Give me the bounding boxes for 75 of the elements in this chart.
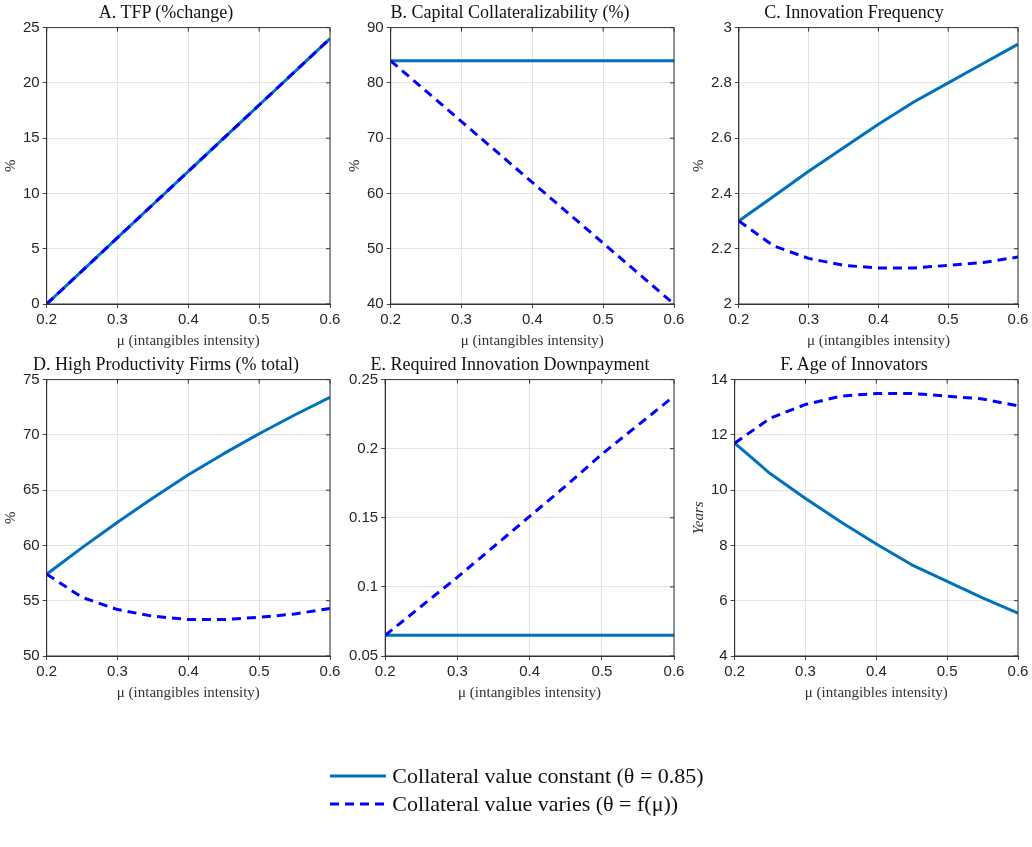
y-tick-label: 60 — [367, 183, 384, 201]
x-tick-label: 0.4 — [177, 310, 199, 328]
x-tick-label: 0.6 — [663, 662, 685, 680]
y-axis-title: % — [1, 159, 18, 173]
y-tick-label: 12 — [711, 425, 728, 443]
y-tick-label: 60 — [23, 535, 40, 553]
x-tick-label: 0.3 — [451, 310, 472, 328]
y-tick-label: 0.15 — [348, 507, 379, 525]
y-tick-label: 2.4 — [710, 183, 732, 201]
y-tick-label: 4 — [719, 646, 728, 664]
x-tick-label: 0.6 — [319, 310, 341, 328]
legend-label: Collateral value varies (θ = f(μ)) — [392, 791, 679, 817]
y-tick-label: 2.6 — [710, 128, 732, 146]
x-tick-label: 0.4 — [177, 662, 199, 680]
x-tick-label: 0.2 — [380, 310, 402, 328]
x-tick-label: 0.3 — [795, 662, 816, 680]
x-axis-title: μ (intangibles intensity) — [804, 683, 948, 701]
chart-title: F. Age of Innovators — [780, 353, 928, 374]
y-tick-label: 6 — [719, 590, 728, 608]
y-axis-title: Years — [689, 501, 706, 535]
y-tick-label: 20 — [23, 73, 40, 91]
y-tick-label: 25 — [23, 17, 40, 35]
x-axis-title: μ (intangibles intensity) — [458, 683, 602, 701]
x-tick-label: 0.3 — [798, 310, 820, 328]
x-tick-label: 0.5 — [592, 310, 614, 328]
x-tick-label: 0.5 — [248, 662, 270, 680]
y-tick-label: 10 — [23, 183, 40, 201]
chart-title: B. Capital Collateralizability (%) — [390, 1, 630, 23]
y-axis-title: % — [345, 159, 362, 173]
x-axis-title: μ (intangibles intensity) — [460, 331, 604, 349]
y-tick-label: 14 — [711, 369, 728, 387]
y-tick-label: 8 — [719, 535, 728, 553]
y-tick-label: 0.2 — [357, 438, 379, 456]
x-axis-title: μ (intangibles intensity) — [116, 683, 260, 701]
y-tick-label: 70 — [367, 128, 384, 146]
y-tick-label: 5 — [31, 238, 40, 256]
y-tick-label: 50 — [23, 646, 40, 664]
y-axis-title: % — [689, 159, 706, 173]
y-tick-label: 10 — [711, 480, 728, 498]
x-tick-label: 0.3 — [107, 662, 128, 680]
y-tick-label: 80 — [367, 73, 384, 91]
y-tick-label: 3 — [723, 17, 732, 35]
x-tick-label: 0.4 — [868, 310, 889, 328]
chart-title: C. Innovation Frequency — [764, 1, 944, 22]
x-tick-label: 0.4 — [865, 662, 887, 680]
y-tick-label: 55 — [23, 590, 40, 608]
x-tick-label: 0.5 — [936, 662, 958, 680]
x-tick-label: 0.6 — [1007, 310, 1029, 328]
y-tick-label: 65 — [23, 480, 40, 498]
x-tick-label: 0.4 — [519, 662, 541, 680]
y-tick-label: 70 — [23, 425, 40, 443]
x-axis-title: μ (intangibles intensity) — [806, 331, 950, 349]
x-tick-label: 0.5 — [248, 310, 270, 328]
y-tick-label: 40 — [367, 294, 384, 312]
y-tick-label: 2.8 — [710, 73, 732, 91]
chart-title: A. TFP (%change) — [98, 1, 234, 23]
x-tick-label: 0.3 — [107, 310, 128, 328]
y-axis-title: % — [1, 511, 18, 525]
y-tick-label: 90 — [367, 17, 384, 35]
y-tick-label: 0 — [31, 294, 40, 312]
x-axis-title: μ (intangibles intensity) — [116, 331, 260, 349]
x-tick-label: 0.3 — [446, 662, 468, 680]
y-tick-label: 0.1 — [357, 577, 379, 595]
x-tick-label: 0.6 — [663, 310, 685, 328]
y-tick-label: 15 — [23, 128, 40, 146]
x-tick-label: 0.5 — [937, 310, 959, 328]
x-tick-label: 0.4 — [521, 310, 543, 328]
y-tick-label: 2 — [723, 294, 732, 312]
x-tick-label: 0.6 — [319, 662, 341, 680]
x-tick-label: 0.5 — [591, 662, 613, 680]
y-tick-label: 2.2 — [710, 238, 732, 256]
x-tick-label: 0.6 — [1007, 662, 1029, 680]
y-tick-label: 0.05 — [348, 646, 379, 664]
y-tick-label: 50 — [367, 238, 384, 256]
legend-label: Collateral value constant (θ = 0.85) — [392, 763, 704, 789]
